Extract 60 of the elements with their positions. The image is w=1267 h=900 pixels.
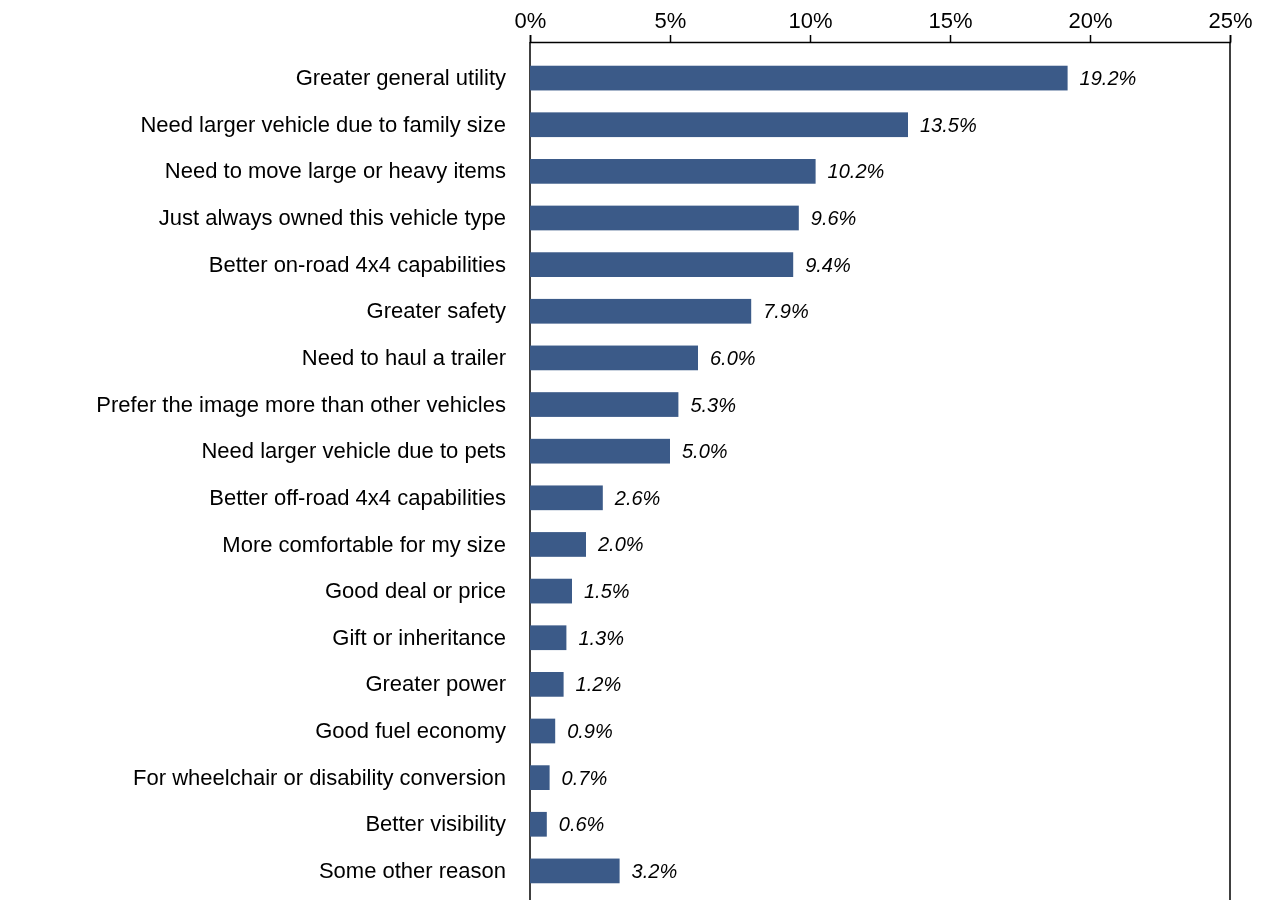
bar	[530, 345, 698, 371]
y-tick-label: Need larger vehicle due to family size	[140, 111, 506, 137]
y-tick-label: Greater safety	[366, 298, 506, 324]
data-label: 5.3%	[690, 393, 736, 416]
data-label: 9.4%	[805, 253, 851, 276]
data-label: 7.9%	[763, 300, 809, 323]
y-tick-label: Greater power	[365, 671, 506, 697]
data-label: 9.6%	[810, 207, 857, 229]
bar	[530, 672, 564, 697]
data-label: 0.6%	[558, 813, 605, 836]
y-tick-label: Prefer the image more than other vehicles	[96, 391, 506, 417]
bar	[530, 718, 556, 744]
y-tick-label: Better off-road 4x4 capabilities	[209, 484, 506, 510]
bar	[530, 858, 620, 884]
y-tick-label: More comfortable for my size	[222, 531, 506, 557]
x-tick-label: 10%	[788, 7, 833, 33]
data-label: 1.3%	[578, 626, 624, 649]
y-tick-label: Just always owned this vehicle type	[158, 205, 506, 231]
y-tick-label: Better on-road 4x4 capabilities	[208, 251, 506, 277]
y-tick-label: Need to move large or heavy items	[164, 158, 506, 184]
bar	[530, 159, 816, 184]
y-tick-label: For wheelchair or disability conversion	[133, 764, 506, 790]
bar	[530, 532, 586, 557]
bar	[530, 438, 670, 464]
data-label: 0.9%	[567, 720, 613, 742]
bar	[530, 112, 908, 138]
bar	[530, 298, 752, 324]
data-label: 13.5%	[920, 113, 977, 136]
bar	[530, 811, 547, 837]
x-tick-label: 5%	[654, 7, 687, 33]
data-label: 2.0%	[597, 533, 644, 556]
data-label: 1.2%	[575, 673, 622, 696]
data-label: 6.0%	[710, 346, 756, 369]
bar	[530, 485, 603, 511]
data-label: 19.2%	[1079, 67, 1137, 90]
data-label: 2.6%	[613, 486, 661, 509]
x-tick-label: 15%	[928, 7, 973, 33]
data-label: 10.2%	[827, 160, 885, 183]
bar	[530, 392, 679, 417]
bar	[530, 578, 572, 604]
data-label: 3.2%	[631, 859, 678, 882]
y-tick-label: Good deal or price	[325, 578, 506, 604]
bar	[530, 625, 567, 651]
y-tick-label: Better visibility	[365, 811, 506, 837]
data-label: 0.7%	[561, 766, 608, 789]
bar	[530, 65, 1068, 91]
y-tick-label: Some other reason	[318, 857, 506, 883]
data-label: 5.0%	[682, 440, 728, 463]
x-tick-label: 25%	[1208, 7, 1253, 33]
bar	[530, 765, 550, 790]
data-label: 1.5%	[584, 580, 630, 603]
y-tick-label: Good fuel economy	[315, 718, 506, 744]
bar	[530, 205, 799, 231]
bar	[530, 252, 794, 277]
y-tick-label: Need to haul a trailer	[301, 344, 506, 370]
x-tick-label: 20%	[1068, 7, 1113, 33]
x-tick-label: 0%	[514, 7, 547, 33]
y-tick-label: Greater general utility	[295, 65, 506, 91]
y-tick-label: Need larger vehicle due to pets	[201, 438, 506, 464]
y-tick-label: Gift or inheritance	[332, 624, 506, 650]
